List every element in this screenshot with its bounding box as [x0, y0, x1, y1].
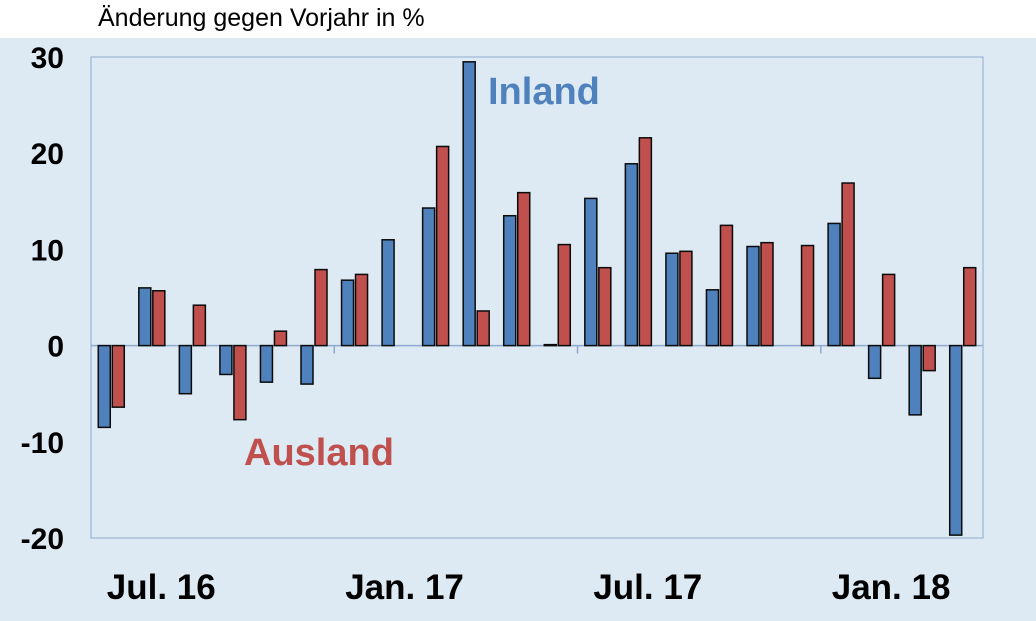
bar-ausland	[557, 243, 572, 347]
bar-ausland	[881, 273, 896, 347]
bar-ausland	[233, 344, 247, 421]
chart-title: Änderung gegen Vorjahr in %	[98, 4, 425, 32]
bars-layer	[97, 61, 977, 536]
bar-inland	[421, 207, 436, 347]
bar-inland	[340, 279, 355, 347]
labels-layer: 30 20 10 0 -10 -20 Jul. 16 Jan. 17 Jul. 17 Jan. 1…	[21, 42, 951, 607]
bar-inland	[948, 344, 963, 536]
bar-inland	[624, 163, 639, 347]
bar-inland	[908, 344, 922, 416]
bar-ausland	[192, 304, 207, 347]
bar-ausland	[679, 250, 693, 347]
bar-ausland	[516, 191, 531, 347]
y-tick-label: 0	[47, 331, 64, 364]
bar-inland	[584, 197, 598, 347]
y-tick-label: 30	[31, 42, 64, 75]
bar-ausland	[273, 330, 288, 347]
bar-ausland	[760, 241, 774, 347]
bar-inland	[381, 239, 395, 347]
bar-inland	[300, 344, 314, 385]
bar-inland	[97, 344, 112, 429]
bar-ausland	[598, 266, 612, 347]
x-tick-label: Jul. 17	[593, 568, 702, 607]
bar-ausland	[314, 268, 328, 347]
bar-ausland	[111, 344, 126, 408]
bar-inland	[746, 245, 760, 347]
y-tick-label: 10	[31, 234, 64, 267]
bar-ausland	[152, 290, 166, 347]
bar-ausland	[435, 145, 450, 347]
series-label-ausland: Ausland	[244, 432, 394, 474]
bar-inland	[462, 61, 476, 347]
x-tick-label: Jan. 17	[345, 568, 464, 607]
bar-inland	[178, 344, 193, 395]
bar-ausland	[638, 137, 653, 347]
bar-ausland	[841, 182, 855, 347]
bar-inland	[502, 214, 517, 347]
bar-inland	[705, 289, 720, 347]
bar-ausland	[354, 273, 369, 347]
bar-inland	[867, 344, 882, 380]
x-tick-label: Jan. 18	[832, 568, 951, 607]
bar-ausland	[800, 244, 815, 347]
bar-inland	[259, 344, 274, 383]
bar-ausland	[476, 310, 490, 347]
bar-ausland	[962, 266, 977, 347]
series-label-inland: Inland	[488, 71, 600, 113]
bar-inland	[138, 287, 152, 347]
bar-inland	[219, 344, 233, 376]
y-tick-label: -10	[21, 427, 64, 460]
y-tick-label: 20	[31, 138, 64, 171]
x-tick-label: Jul. 16	[107, 568, 216, 607]
bar-inland	[543, 343, 558, 347]
bar-ausland	[719, 224, 734, 347]
bar-inland	[665, 252, 679, 347]
y-tick-label: -20	[21, 523, 64, 556]
bar-inland	[827, 222, 841, 347]
bar-ausland	[922, 344, 936, 372]
